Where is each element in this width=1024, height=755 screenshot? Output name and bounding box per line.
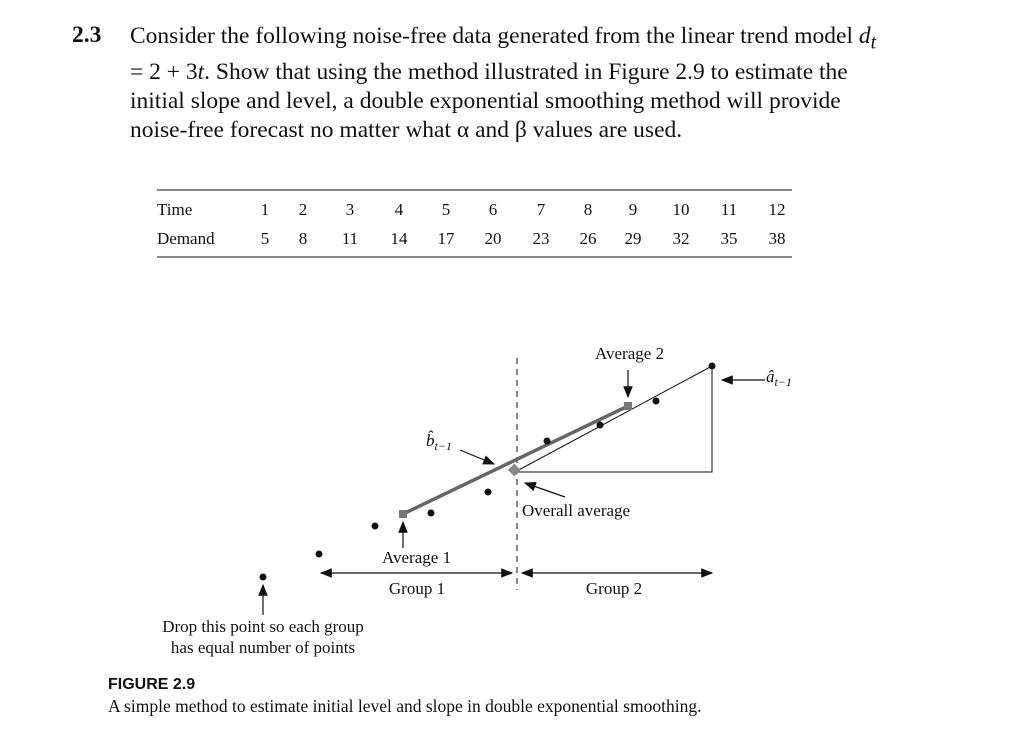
label: Average 1 [382, 548, 451, 567]
table-cell: 3 [346, 200, 355, 219]
table-cell: 35 [721, 229, 738, 248]
problem-number: 2.3 [72, 22, 102, 48]
text: Consider the following noise-free data g… [130, 23, 859, 49]
caption-label: FIGURE 2.9 [108, 676, 196, 693]
label: Overall average [522, 501, 630, 520]
triangle [514, 365, 713, 473]
label: ât−1 [766, 367, 792, 389]
table-cell: 17 [438, 229, 456, 248]
table-cell: 5 [442, 200, 451, 219]
label: Group 2 [586, 579, 642, 598]
table-cell: 5 [261, 229, 270, 248]
note: has equal number of points [171, 638, 355, 657]
table-cell: 20 [485, 229, 502, 248]
arrows [258, 370, 765, 615]
table-cell: 32 [673, 229, 690, 248]
sub: t [870, 32, 877, 54]
note: Drop this point so each group [162, 617, 364, 636]
text: . Show that using the method illustrated… [130, 58, 848, 143]
overall-marker [507, 463, 521, 477]
label: Average 2 [595, 344, 664, 363]
table-cell: 8 [584, 200, 593, 219]
average-marker [624, 402, 632, 410]
row-header: Demand [157, 229, 215, 248]
table-cell: 2 [299, 200, 308, 219]
equation: = 2 + 3 [130, 58, 198, 85]
points [259, 362, 716, 581]
table-cell: 4 [395, 200, 404, 219]
table-cell: 12 [769, 200, 786, 219]
table-cell: 7 [537, 200, 546, 219]
label: â [766, 367, 775, 386]
caption-text: A simple method to estimate initial leve… [108, 696, 702, 716]
table-cell: 38 [769, 229, 786, 248]
table-cell: 10 [673, 200, 690, 219]
table-cell: 29 [625, 229, 642, 248]
table-cell: 6 [489, 200, 498, 219]
subscript: t−1 [775, 375, 792, 389]
problem-text: Consider the following noise-free data g… [130, 22, 890, 145]
table-cell: 26 [580, 229, 597, 248]
label: b̂ [426, 431, 435, 450]
table-cell: 9 [629, 200, 638, 219]
trend-line [402, 404, 629, 516]
table-cell: 14 [391, 229, 409, 248]
table-cell: 1 [261, 200, 270, 219]
table-cell: 11 [342, 229, 358, 248]
average-marker [399, 510, 407, 518]
var: d [858, 23, 871, 49]
table-cell: 8 [299, 229, 308, 248]
var: t [197, 58, 205, 85]
table-cell: 11 [721, 200, 737, 219]
label: b̂t−1 [426, 431, 452, 453]
label: Group 1 [389, 579, 445, 598]
subscript: t−1 [435, 439, 452, 453]
table-cell: 23 [533, 229, 550, 248]
row-header: Time [157, 200, 192, 219]
